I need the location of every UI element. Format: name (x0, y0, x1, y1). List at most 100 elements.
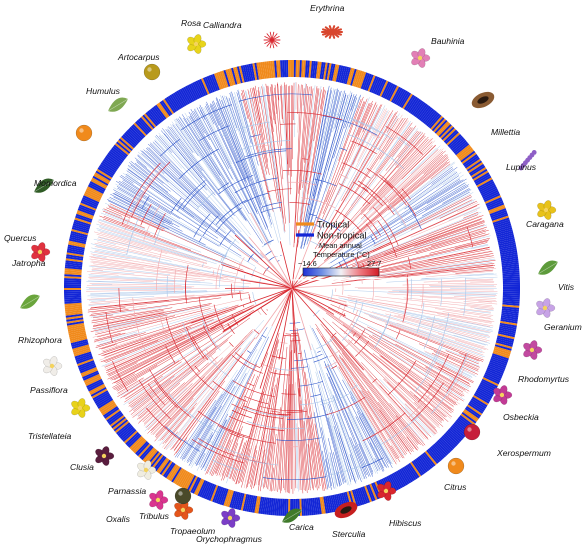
genus-label: Vitis (558, 282, 575, 292)
tree-branch (140, 150, 210, 214)
tree-branch (88, 265, 171, 276)
clade-arc (160, 139, 180, 157)
tree-branch (474, 308, 494, 311)
nontropical-ring-segment (486, 200, 504, 209)
clade-arc (261, 241, 272, 248)
nontropical-ring-segment (460, 150, 476, 163)
tree-branch (202, 106, 271, 245)
clade-arc (165, 317, 184, 359)
tree-branch (253, 369, 277, 489)
tropical-ring-segment (79, 202, 97, 211)
tree-branch (390, 161, 450, 210)
clade-arc (310, 394, 321, 397)
tree-branch (464, 254, 491, 260)
nontropical-ring-segment (501, 308, 519, 312)
tree-branch (361, 413, 393, 468)
colorbar-title-line1: Mean annual (319, 241, 362, 250)
tropical-ring-segment (493, 347, 511, 355)
nontropical-ring-segment (171, 93, 182, 110)
nontropical-ring-segment (332, 494, 338, 512)
tree-branch (101, 344, 116, 350)
tropical-ring-segment (476, 177, 493, 188)
nontropical-ring-segment (464, 157, 480, 169)
genus-xerospermum: Xerospermum (463, 423, 551, 458)
tree-branch (201, 419, 227, 471)
tree-branch (330, 457, 337, 486)
clade-arc (185, 264, 189, 304)
nontropical-ring-segment (498, 328, 516, 334)
tree-branch (91, 307, 173, 322)
nontropical-ring-segment (71, 340, 89, 348)
tree-branch (200, 413, 229, 468)
nontropical-ring-segment (360, 486, 369, 504)
tree-branch (90, 309, 129, 315)
tropical-ring-segment (99, 401, 116, 413)
nontropical-ring-segment (330, 495, 336, 513)
genus-tropaeolum: Tropaeolum (170, 500, 215, 536)
clade-arc (265, 250, 273, 256)
nontropical-ring-segment (502, 286, 520, 288)
nontropical-ring-segment (502, 288, 520, 290)
clade-arc (372, 413, 422, 450)
tree-branch (330, 138, 432, 247)
tree-branch (204, 360, 258, 469)
tropical-ring-segment (89, 385, 106, 396)
tree-branch (344, 96, 356, 129)
tree-branch (90, 290, 191, 294)
tree-branch (330, 389, 365, 479)
nontropical-ring-segment (66, 321, 84, 326)
clade-arc (112, 360, 129, 392)
genus-label: Tribulus (139, 511, 170, 521)
nontropical-ring-segment (310, 498, 314, 516)
nontropical-ring-segment (193, 81, 203, 98)
tree-branch (299, 378, 309, 491)
tree-branch (180, 369, 238, 455)
genus-labels: CalliandraErythrinaBauhiniaMillettiaLupi… (4, 3, 582, 544)
nontropical-ring-segment (486, 198, 503, 208)
tree-branch (205, 103, 258, 215)
tree-branch (148, 147, 236, 233)
tree-branch (445, 350, 479, 365)
tree-branch (238, 89, 254, 145)
tree-branch (404, 128, 419, 146)
tropical-ring-segment (80, 367, 98, 376)
tree-branch (249, 88, 268, 170)
clade-arc (165, 426, 200, 452)
tree-branch (397, 135, 426, 169)
tree-branch (94, 297, 252, 334)
nontropical-ring-segment (399, 91, 410, 108)
tree-branch (159, 376, 218, 446)
nontropical-ring-segment (498, 240, 516, 246)
tree-branch (328, 344, 401, 458)
clade-arc (246, 382, 255, 387)
tree-branch (90, 243, 172, 262)
tree-branch (107, 310, 244, 376)
nontropical-ring-segment (445, 131, 459, 145)
genus-label: Xerospermum (496, 448, 551, 458)
nontropical-ring-segment (443, 433, 458, 447)
tree-branch (449, 377, 469, 389)
backbone-branch (234, 234, 293, 289)
tropical-ring-segment (176, 469, 187, 486)
tree-branch (413, 394, 445, 422)
nontropical-ring-segment (488, 361, 506, 370)
tree-branch (386, 118, 403, 143)
tree-branch (329, 416, 350, 486)
tropical-ring-segment (262, 61, 267, 79)
nontropical-ring-segment (219, 488, 227, 505)
tree-branch (247, 349, 279, 488)
tree-branch (176, 399, 217, 458)
tree-branch (172, 124, 194, 153)
nontropical-ring-segment (272, 498, 276, 516)
tropical-ring-segment (69, 333, 87, 340)
nontropical-ring-segment (476, 388, 493, 399)
tree-branch (294, 390, 298, 489)
tree-branch (404, 403, 436, 435)
tree-branch (87, 307, 126, 313)
tree-branch (120, 174, 134, 184)
tropical-ring-segment (270, 60, 274, 78)
clade-arc (154, 380, 178, 409)
tropical-ring-segment (494, 346, 512, 353)
tree-branch (360, 333, 464, 402)
tree-branch (435, 201, 475, 220)
